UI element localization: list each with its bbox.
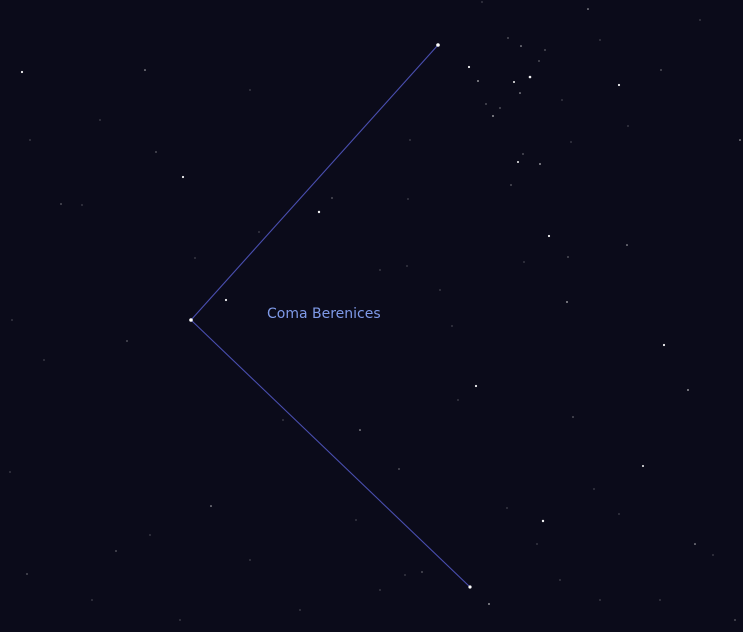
background-star — [547, 234, 551, 238]
constellation-line-lower — [190, 319, 471, 588]
background-star — [359, 429, 361, 431]
background-star — [26, 573, 28, 575]
background-star — [522, 153, 524, 155]
background-star — [627, 125, 629, 127]
background-star — [538, 60, 540, 62]
background-star — [566, 301, 568, 303]
background-star — [662, 343, 666, 347]
background-star — [299, 609, 301, 611]
constellation-stars — [189, 43, 472, 589]
background-star — [536, 543, 538, 545]
constellation-lines — [190, 44, 471, 588]
background-star — [567, 256, 569, 258]
background-star — [520, 45, 522, 47]
background-star — [517, 161, 519, 163]
background-star — [317, 210, 321, 214]
background-star — [115, 550, 117, 552]
background-star — [587, 8, 589, 10]
star-beta-comae[interactable] — [436, 43, 440, 47]
background-star — [499, 107, 501, 109]
star-alpha-comae[interactable] — [189, 318, 193, 322]
background-star — [20, 70, 24, 74]
background-star — [398, 468, 400, 470]
background-star — [249, 559, 251, 561]
background-star — [541, 519, 545, 523]
background-star — [474, 384, 478, 388]
background-star — [506, 507, 508, 509]
background-star — [457, 399, 459, 401]
background-star — [699, 19, 701, 21]
background-star — [126, 340, 128, 342]
background-star — [528, 75, 532, 79]
background-star — [210, 505, 212, 507]
background-star — [510, 184, 512, 186]
background-star — [660, 69, 662, 71]
background-star — [477, 80, 479, 82]
background-star — [539, 163, 541, 165]
background-star — [379, 269, 381, 271]
background-star — [149, 534, 151, 536]
background-star — [60, 203, 62, 205]
constellation-label: Coma Berenices — [267, 306, 381, 322]
background-star — [379, 589, 381, 591]
background-star — [572, 416, 574, 418]
background-star — [194, 257, 196, 259]
background-star — [485, 103, 487, 105]
background-star — [421, 571, 423, 573]
background-star — [99, 119, 101, 121]
background-star — [687, 389, 689, 391]
background-star — [439, 289, 441, 291]
background-star — [43, 359, 45, 361]
background-star — [29, 139, 31, 141]
background-star — [481, 1, 483, 3]
background-star — [523, 261, 525, 263]
background-star — [642, 465, 644, 467]
background-star — [409, 139, 411, 141]
background-star — [355, 519, 357, 521]
background-star — [91, 599, 93, 601]
background-star — [617, 83, 621, 87]
background-star — [593, 488, 595, 490]
background-star — [570, 141, 572, 143]
star-field — [9, 1, 741, 621]
background-star — [599, 39, 601, 41]
background-star — [659, 599, 661, 601]
background-star — [513, 81, 515, 83]
background-star — [404, 574, 406, 576]
background-star — [544, 49, 546, 51]
background-star — [467, 65, 471, 69]
background-star — [519, 92, 521, 94]
background-star — [507, 37, 509, 39]
star-gamma-comae[interactable] — [468, 585, 472, 589]
background-star — [9, 471, 11, 473]
background-star — [599, 599, 601, 601]
background-star — [492, 115, 494, 117]
background-star — [224, 298, 228, 302]
constellation-line-upper — [190, 44, 439, 321]
background-star — [712, 554, 714, 556]
background-star — [561, 99, 563, 101]
background-star — [11, 319, 13, 321]
background-star — [331, 197, 333, 199]
background-star — [626, 244, 628, 246]
background-star — [258, 231, 260, 233]
background-star — [694, 543, 696, 545]
background-star — [559, 579, 561, 581]
background-star — [618, 513, 620, 515]
background-star — [488, 603, 490, 605]
background-star — [739, 139, 741, 141]
background-star — [181, 175, 185, 179]
background-star — [179, 619, 181, 621]
background-star — [406, 265, 408, 267]
background-star — [249, 89, 251, 91]
background-star — [407, 198, 409, 200]
background-star — [81, 204, 83, 206]
background-star — [144, 69, 146, 71]
background-star — [734, 619, 736, 621]
background-star — [282, 419, 284, 421]
background-star — [155, 151, 157, 153]
background-star — [451, 325, 453, 327]
